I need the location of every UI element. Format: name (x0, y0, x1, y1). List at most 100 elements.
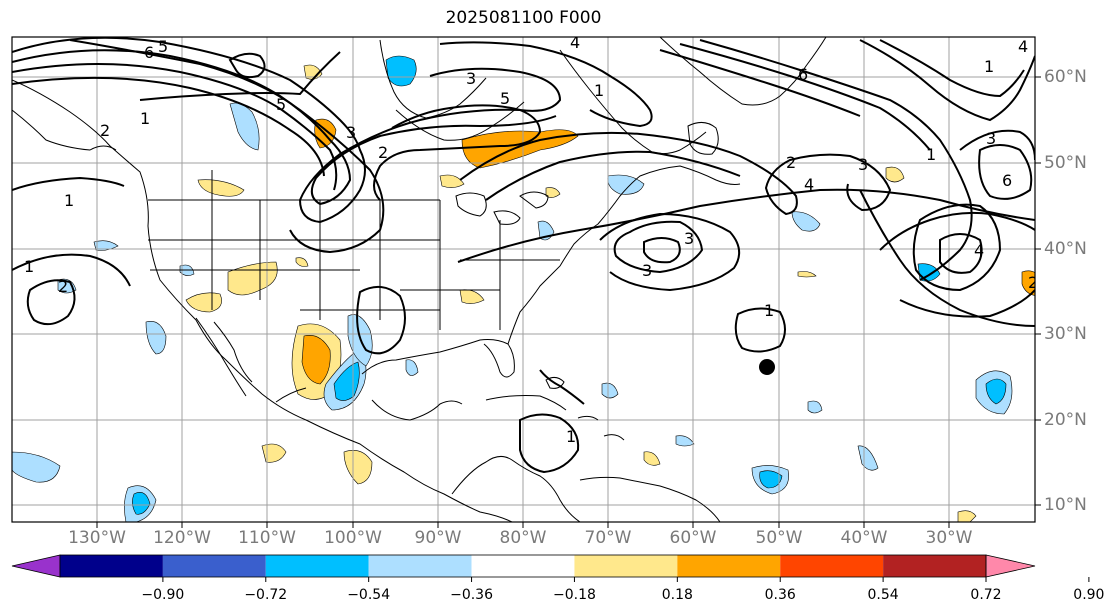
contour-line (12, 176, 125, 191)
caribbean-islands (485, 376, 625, 441)
east-coast (507, 165, 741, 345)
lon-label: 80°W (499, 528, 547, 548)
shade-lightblue-region (405, 359, 419, 376)
contour-label: 1 (926, 145, 936, 164)
contour-line (356, 285, 406, 355)
alaska-coast (12, 109, 117, 151)
shade-lightblue-region (145, 321, 167, 355)
contour-line (939, 233, 983, 274)
colorbar-extend-high (985, 554, 1036, 578)
colorbar-segment (368, 555, 472, 577)
contour-line (12, 37, 562, 224)
colorbar-tick-label: 0.54 (867, 587, 899, 603)
lat-label: 10°N (1044, 495, 1087, 515)
shade-yellow-region (885, 166, 905, 183)
contour-line (643, 237, 681, 264)
contour-line (519, 413, 580, 474)
lon-label: 50°W (755, 528, 803, 548)
colorbar-segment (265, 555, 369, 577)
baja-california (195, 317, 253, 397)
colorbar-segment (883, 555, 986, 577)
shade-yellow-region (459, 289, 485, 304)
contour-line (599, 212, 741, 292)
contour-label: 1 (594, 81, 604, 100)
shade-lightblue-region (601, 382, 619, 399)
contour-line (613, 220, 704, 274)
tick-marks (96, 76, 1041, 528)
contour-line (439, 41, 653, 128)
colorbar (11, 554, 1090, 582)
contour-label: 2 (100, 121, 110, 140)
shade-yellow-region (343, 450, 373, 485)
north-america-west-coast (12, 79, 513, 522)
great-lakes (455, 191, 549, 225)
colorbar-segment (780, 555, 884, 577)
colorbar-tick-label: 0.72 (970, 587, 1002, 603)
lon-label: 110°W (238, 528, 296, 548)
contour-label: 3 (466, 69, 476, 88)
contour-line (12, 49, 557, 206)
shade-orange-region (1021, 270, 1035, 296)
shade-yellow-region (797, 271, 817, 278)
contour-label: 4 (570, 33, 580, 52)
contour-label: 3 (986, 129, 996, 148)
contour-line (69, 39, 385, 254)
contour-line (659, 49, 861, 117)
gulf-coast (275, 339, 515, 403)
colorbar-tick-label: −0.54 (347, 587, 391, 603)
shade-blue-region (385, 55, 417, 87)
contour-label: 1 (140, 109, 150, 128)
contour-label: 4 (1018, 37, 1028, 56)
shade-yellow-region (295, 257, 309, 267)
labrador-coast (559, 49, 707, 155)
lat-label: 20°N (1044, 410, 1087, 430)
contour-label: 3 (858, 155, 868, 174)
lon-label: 100°W (324, 528, 382, 548)
colorbar-tick-label: −0.18 (552, 587, 596, 603)
newfoundland (687, 122, 719, 155)
colorbar-segment (677, 555, 781, 577)
central-america (451, 456, 581, 522)
lat-label: 30°N (1044, 324, 1087, 344)
contour-line (699, 39, 973, 281)
contour-label: 3 (642, 261, 652, 280)
shade-lightblue-region (791, 211, 821, 232)
contour-line (679, 43, 931, 151)
contour-line (12, 253, 131, 287)
contour-label: 1 (24, 257, 34, 276)
contour-label: 1 (64, 191, 74, 210)
shade-yellow-region (261, 443, 287, 463)
contour-label: 3 (684, 229, 694, 248)
lon-label: 120°W (153, 528, 211, 548)
lon-label: 130°W (68, 528, 126, 548)
contour-line (879, 211, 1035, 251)
colorbar-tick-label: 0.36 (764, 587, 796, 603)
contour-line (978, 144, 1033, 200)
shade-lightblue-region (57, 278, 77, 294)
lon-label: 90°W (414, 528, 462, 548)
shade-lightblue-region (12, 451, 61, 483)
contour-label: 1 (764, 301, 774, 320)
contour-line (912, 203, 1002, 292)
storm-center-marker (759, 359, 775, 375)
colorbar-segment (60, 555, 163, 577)
colorbar-frame (59, 554, 987, 578)
shade-orange-region (301, 335, 331, 385)
contour-label: 4 (974, 241, 984, 260)
contour-line (457, 188, 1035, 263)
colorbar-segment (471, 555, 575, 577)
colorbar-segment (574, 555, 678, 577)
contour-line (859, 39, 1035, 122)
contour-label: 5 (158, 37, 168, 56)
contour-label: 2 (58, 277, 68, 296)
shade-lightblue-region (857, 445, 879, 471)
contour-line (899, 289, 1035, 318)
contour-line (139, 51, 341, 101)
colorbar-tick-label: 0.18 (661, 587, 693, 603)
shade-yellow-region (185, 292, 222, 313)
contour-label: 6 (144, 43, 154, 62)
map-title: 2025081100 F000 (445, 8, 602, 28)
shade-lightblue-region (675, 435, 695, 447)
contour-line (12, 63, 338, 191)
lon-label: 60°W (669, 528, 717, 548)
